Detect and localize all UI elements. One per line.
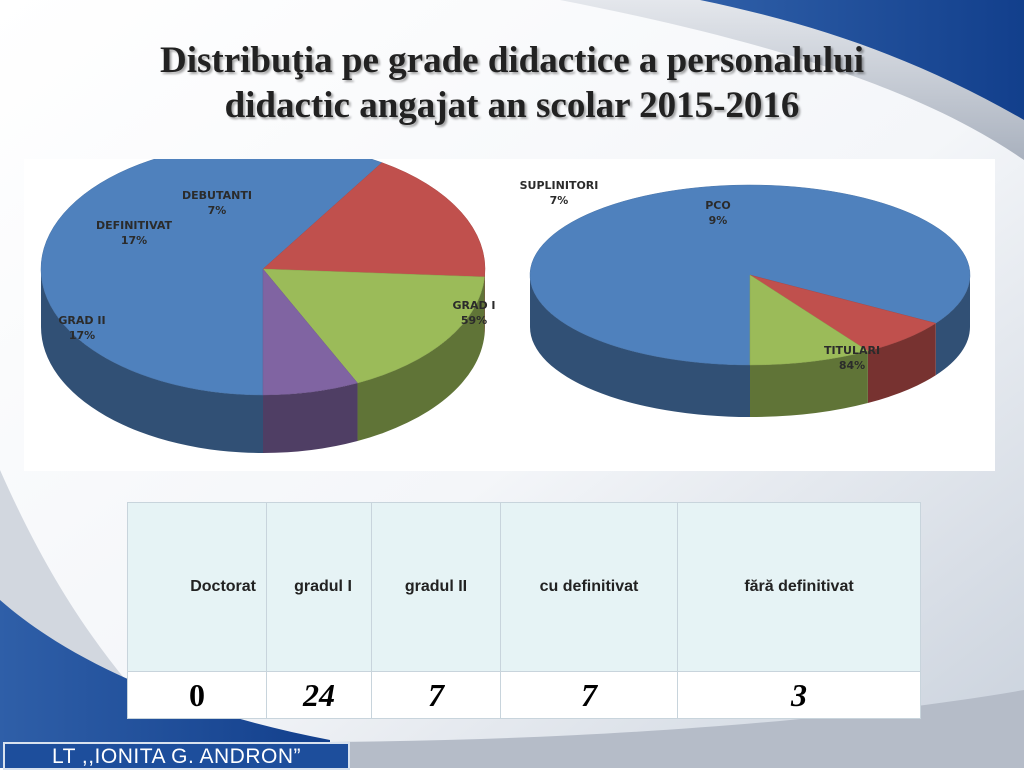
- school-name-footer: LT ,,IONITA G. ANDRON”: [3, 742, 350, 770]
- header-cu-definitivat: cu definitivat: [501, 503, 678, 672]
- value-doctorat: 0: [128, 672, 267, 719]
- value-gradul-i: 24: [267, 672, 372, 719]
- staff-stats-table: Doctorat gradul I gradul II cu definitiv…: [127, 502, 921, 719]
- slide-title-line-1: Distribuţia pe grade didactice a persona…: [60, 38, 964, 83]
- header-gradul-ii: gradul II: [372, 503, 501, 672]
- header-gradul-i: gradul I: [267, 503, 372, 672]
- header-doctorat: Doctorat: [128, 503, 267, 672]
- slide-title: Distribuţia pe grade didactice a persona…: [60, 38, 964, 128]
- value-fara-definitivat: 3: [678, 672, 921, 719]
- value-gradul-ii: 7: [372, 672, 501, 719]
- value-cu-definitivat: 7: [501, 672, 678, 719]
- header-fara-definitivat: fără definitivat: [678, 503, 921, 672]
- table-header-row: Doctorat gradul I gradul II cu definitiv…: [128, 503, 921, 672]
- slide-title-line-2: didactic angajat an scolar 2015-2016: [60, 83, 964, 128]
- table-values-row: 0 24 7 7 3: [128, 672, 921, 719]
- header-gradul-i-label: gradul I: [288, 572, 358, 602]
